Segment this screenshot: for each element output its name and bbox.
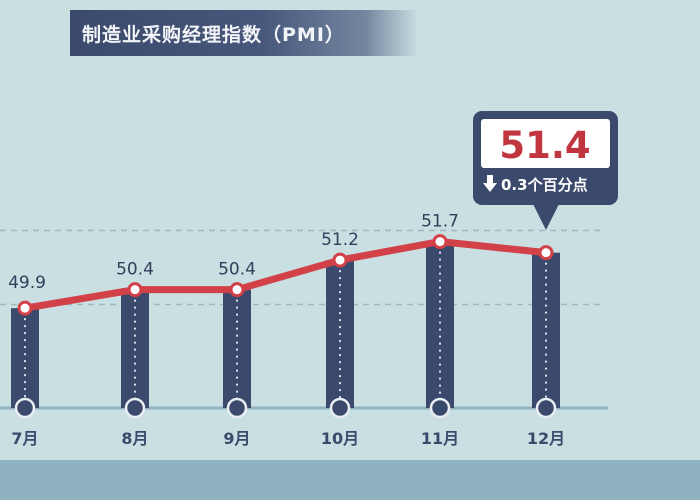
data-point-3: [229, 282, 245, 298]
axis-bead-6: [535, 397, 557, 419]
data-point-6: [538, 245, 554, 261]
chart-title: 制造业采购经理指数（PMI）: [82, 23, 345, 46]
pmi-chart: 7月 8月 9月 10月 11月 12月 49.9 50.4 50.4 51.2 51.7 51.4 0…: [0, 111, 618, 448]
data-point-1: [17, 300, 33, 316]
bar-1: [11, 308, 39, 408]
data-point-4: [332, 252, 348, 268]
data-label-2: 50.4: [116, 260, 154, 280]
x-tick-label-3: 9月: [223, 429, 250, 448]
axis-bead-2: [124, 397, 146, 419]
arrow-down-icon-head: [483, 183, 497, 192]
data-point-2: [127, 282, 143, 298]
series-line: [21, 238, 550, 312]
arrow-down-icon-stem: [487, 175, 493, 184]
data-label-4: 51.2: [321, 230, 359, 250]
axis-bead-1: [14, 397, 36, 419]
callout-value-panel: [481, 119, 610, 168]
axis-bead-4: [329, 397, 351, 419]
callout-pointer: [533, 204, 559, 230]
axis-bead-5: [429, 397, 451, 419]
callout: 51.4 0.3个百分点: [473, 111, 618, 230]
bar-6: [532, 252, 560, 408]
data-label-5: 51.7: [421, 212, 459, 232]
x-tick-label-6: 12月: [527, 429, 565, 448]
axis-bead-3: [226, 397, 248, 419]
data-point-5: [432, 234, 448, 250]
title-banner: 制造业采购经理指数（PMI）: [70, 10, 418, 56]
x-tick-label-1: 7月: [11, 429, 38, 448]
data-label-1: 49.9: [8, 273, 46, 293]
data-label-3: 50.4: [218, 260, 256, 280]
x-tick-label-4: 10月: [321, 429, 359, 448]
bar-5: [426, 241, 454, 408]
footer-band: [0, 460, 700, 500]
x-tick-label-5: 11月: [421, 429, 459, 448]
arrow-down-icon: [483, 175, 497, 192]
callout-value: 51.4: [499, 124, 590, 167]
callout-change-text: 0.3个百分点: [501, 176, 588, 194]
x-tick-label-2: 8月: [121, 429, 148, 448]
